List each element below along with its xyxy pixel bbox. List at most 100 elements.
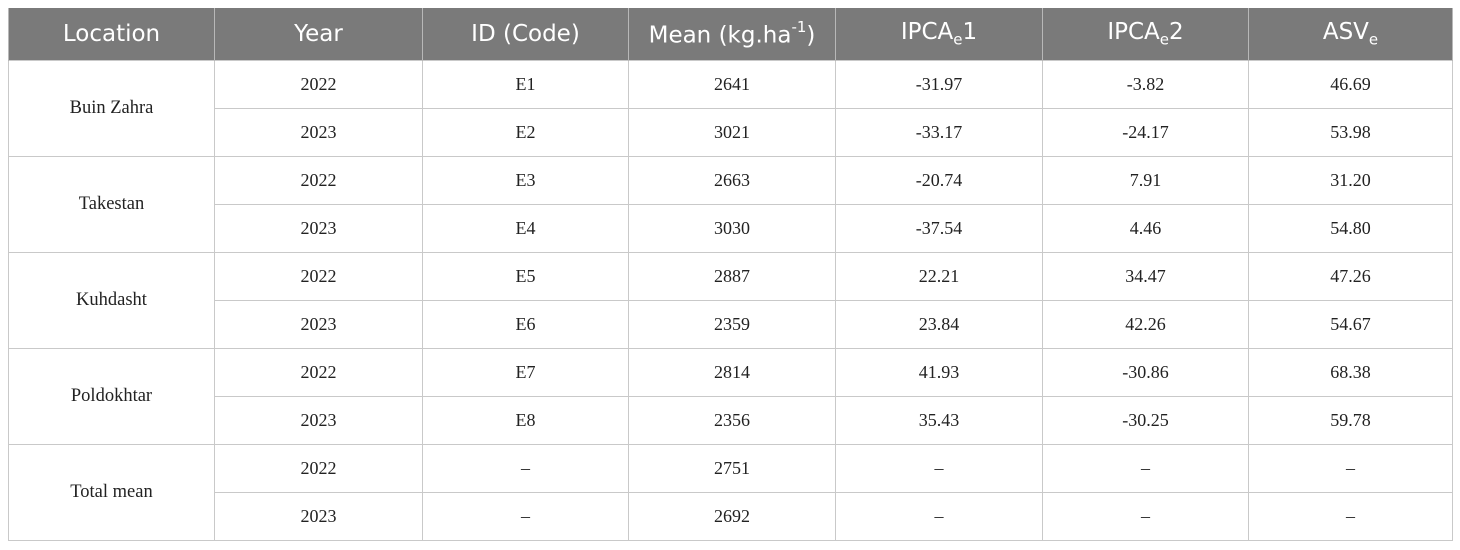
header-mean-suffix: ) [806,22,816,49]
ipca2-cell: -30.86 [1042,348,1249,397]
table-row: Kuhdasht 2022 E5 2887 22.21 34.47 47.26 [8,252,1453,349]
mean-cell: 2359 [628,300,836,349]
header-location-label: Location [62,21,161,47]
ipca2-cell: -3.82 [1042,60,1249,109]
asv-cell: 68.38 [1248,348,1453,397]
year-cell: 2023 [214,300,423,349]
mean-cell: 2814 [628,348,836,397]
table-row: 2023 – 2692 – – – [9,492,1453,541]
id-cell: E3 [422,156,629,205]
asv-cell: 54.67 [1248,300,1453,349]
mean-cell: 2641 [628,60,836,109]
table-row: Takestan 2022 E3 2663 -20.74 7.91 31.20 [8,156,1453,253]
year-cell: 2022 [214,444,423,493]
ipca1-cell: -31.97 [835,60,1043,109]
table-row: 2023 E6 2359 23.84 42.26 54.67 [9,300,1453,349]
ipca2-cell: -30.25 [1042,396,1249,445]
asv-cell: 46.69 [1248,60,1453,109]
id-cell: E7 [422,348,629,397]
mean-cell: 3021 [628,108,836,157]
table-row: Poldokhtar 2022 E7 2814 41.93 -30.86 68.… [8,348,1453,445]
header-year: Year [214,8,423,61]
header-id-code-label: ID (Code) [471,21,580,47]
mean-cell: 2692 [628,492,836,541]
ipca1-cell: 22.21 [835,252,1043,301]
header-location: Location [8,8,215,61]
header-mean-superscript: -1 [791,17,807,36]
mean-cell: 2887 [628,252,836,301]
year-cell: 2023 [214,492,423,541]
header-mean: Mean (kg.ha-1) [628,8,836,61]
id-cell: E2 [422,108,629,157]
mean-cell: 2356 [628,396,836,445]
ipca1-cell: -33.17 [835,108,1043,157]
table-row: 2023 E2 3021 -33.17 -24.17 53.98 [9,108,1453,157]
location-cell: Total mean [8,444,215,541]
year-cell: 2023 [214,204,423,253]
header-asv: ASVe [1248,8,1453,61]
year-cell: 2023 [214,396,423,445]
year-cell: 2023 [214,108,423,157]
header-ipca1: IPCAe1 [835,8,1043,61]
header-ipca2: IPCAe2 [1042,8,1249,61]
ipca2-cell: 34.47 [1042,252,1249,301]
table-header: Location Year ID (Code) Mean (kg.ha-1) I… [8,8,1453,61]
id-cell: – [422,492,629,541]
year-cell: 2022 [214,60,423,109]
id-cell: – [422,444,629,493]
ipca1-cell: – [835,492,1043,541]
ipca2-cell: – [1042,444,1249,493]
ipca2-cell: 4.46 [1042,204,1249,253]
table-row: 2023 E4 3030 -37.54 4.46 54.80 [9,204,1453,253]
location-cell: Buin Zahra [8,60,215,157]
data-table: Location Year ID (Code) Mean (kg.ha-1) I… [8,8,1453,541]
id-cell: E8 [422,396,629,445]
asv-cell: 31.20 [1248,156,1453,205]
mean-cell: 2663 [628,156,836,205]
location-cell: Poldokhtar [8,348,215,445]
table-body: Buin Zahra 2022 E1 2641 -31.97 -3.82 46.… [8,60,1453,541]
table-row: Total mean 2022 – 2751 – – – [8,444,1453,541]
header-ipca2-label: IPCA [1107,19,1160,46]
id-cell: E1 [422,60,629,109]
header-id-code: ID (Code) [422,8,629,61]
mean-cell: 2751 [628,444,836,493]
header-asv-label: ASV [1322,19,1369,46]
ipca1-cell: 23.84 [835,300,1043,349]
ipca1-cell: – [835,444,1043,493]
asv-cell: 59.78 [1248,396,1453,445]
ipca2-cell: 42.26 [1042,300,1249,349]
id-cell: E6 [422,300,629,349]
header-ipca1-subscript: e [953,30,963,49]
header-mean-label: Mean (kg.ha [648,22,792,49]
year-cell: 2022 [214,156,423,205]
header-ipca1-label: IPCA [900,19,954,46]
header-row: Location Year ID (Code) Mean (kg.ha-1) I… [8,8,1453,61]
table-row: Buin Zahra 2022 E1 2641 -31.97 -3.82 46.… [8,60,1453,157]
id-cell: E4 [422,204,629,253]
data-table-container: Location Year ID (Code) Mean (kg.ha-1) I… [8,8,1453,541]
asv-cell: 47.26 [1248,252,1453,301]
year-cell: 2022 [214,252,423,301]
location-cell: Kuhdasht [8,252,215,349]
header-asv-subscript: e [1368,30,1379,49]
header-ipca2-subscript: e [1159,30,1170,49]
ipca2-cell: – [1042,492,1249,541]
header-ipca2-suffix: 2 [1169,19,1184,46]
table-row: 2023 E8 2356 35.43 -30.25 59.78 [9,396,1453,445]
asv-cell: – [1248,444,1453,493]
asv-cell: 54.80 [1248,204,1453,253]
location-cell: Takestan [8,156,215,253]
mean-cell: 3030 [628,204,836,253]
id-cell: E5 [422,252,629,301]
year-cell: 2022 [214,348,423,397]
asv-cell: – [1248,492,1453,541]
header-ipca1-suffix: 1 [962,19,978,46]
ipca1-cell: -37.54 [835,204,1043,253]
header-year-label: Year [294,21,343,47]
ipca2-cell: -24.17 [1042,108,1249,157]
ipca1-cell: -20.74 [835,156,1043,205]
ipca1-cell: 41.93 [835,348,1043,397]
ipca1-cell: 35.43 [835,396,1043,445]
ipca2-cell: 7.91 [1042,156,1249,205]
